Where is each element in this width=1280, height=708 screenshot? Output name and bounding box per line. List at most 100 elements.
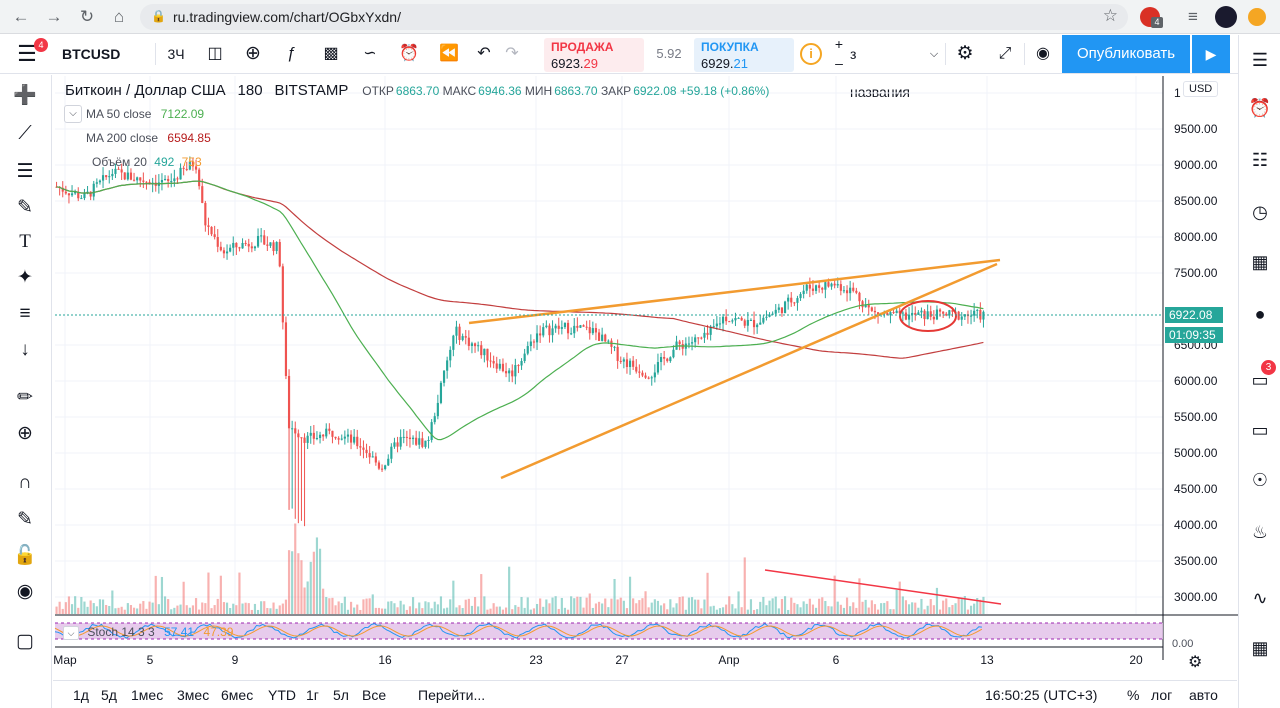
volume-legend[interactable]: Объём 20 492 753 bbox=[92, 155, 202, 169]
volume-bar bbox=[291, 551, 294, 614]
chevron-down-icon[interactable]: ⌵ bbox=[929, 48, 939, 60]
undo-icon[interactable]: ↶ bbox=[477, 45, 491, 62]
range-button[interactable]: YTD bbox=[268, 687, 296, 703]
percent-toggle[interactable]: % bbox=[1127, 687, 1140, 703]
redo-icon[interactable]: ↷ bbox=[505, 45, 519, 62]
auto-toggle[interactable]: авто bbox=[1189, 687, 1218, 703]
extension-orange-icon[interactable] bbox=[1248, 8, 1266, 26]
magnet-icon[interactable]: ∩ bbox=[18, 472, 32, 493]
unlock-icon[interactable]: 🔓 bbox=[13, 545, 37, 566]
volume-bar bbox=[439, 596, 443, 614]
interval-button[interactable]: 3Ч bbox=[167, 46, 185, 62]
arrow-down-icon[interactable]: ↓ bbox=[20, 339, 30, 360]
address-bar[interactable]: 🔒 ru.tradingview.com/chart/OGbxYxdn/ ☆ bbox=[140, 4, 1128, 30]
gear-icon[interactable]: ⚙ bbox=[956, 43, 974, 64]
volume-bar bbox=[461, 608, 464, 614]
ma50-legend[interactable]: MA 50 close 7122.09 bbox=[86, 107, 204, 121]
crosshair-icon[interactable]: ➕ bbox=[13, 85, 37, 106]
range-button[interactable]: 1д bbox=[73, 687, 89, 703]
currency-label[interactable]: USD bbox=[1183, 81, 1219, 97]
collapse-legend-button[interactable]: ⌵ bbox=[64, 105, 82, 123]
chat-icon[interactable]: ▭ bbox=[1251, 370, 1269, 390]
volume-bar bbox=[926, 605, 929, 614]
alert-icon[interactable]: ⏰ bbox=[399, 45, 419, 62]
candle-body bbox=[982, 311, 985, 320]
sell-button[interactable]: ПРОДАЖА 6923.29 bbox=[544, 38, 644, 72]
calendar-icon[interactable]: ▦ bbox=[1251, 252, 1269, 272]
range-button[interactable]: 5л bbox=[333, 687, 349, 703]
open-label: ОТКР bbox=[362, 84, 394, 98]
reading-list-icon[interactable]: ≡ bbox=[1188, 7, 1198, 26]
range-button[interactable]: 1г bbox=[306, 687, 319, 703]
messages-icon[interactable]: ▭ bbox=[1251, 420, 1269, 440]
stoch-collapse-icon[interactable]: ⌵ bbox=[63, 626, 79, 640]
compare-icon[interactable]: ∽ bbox=[363, 45, 377, 62]
function-icon[interactable]: ƒ bbox=[286, 45, 296, 62]
candle-body bbox=[461, 336, 464, 340]
trading-icon[interactable]: ∿ bbox=[1252, 588, 1268, 608]
volume-bar bbox=[396, 607, 399, 614]
publish-button[interactable]: Опубликовать bbox=[1062, 35, 1190, 73]
pitchfork-icon[interactable]: ☰ bbox=[16, 161, 34, 182]
zoom-out-icon[interactable]: – bbox=[835, 55, 843, 71]
stoch-legend[interactable]: ⌵ Stoch 14 3 3 57.41 47.39 bbox=[63, 625, 233, 640]
brush-icon[interactable]: ✎ bbox=[17, 197, 33, 218]
log-toggle[interactable]: лог bbox=[1151, 687, 1173, 703]
clock-icon[interactable]: ◷ bbox=[1252, 202, 1268, 222]
camera-icon[interactable]: ◉ bbox=[1036, 45, 1050, 62]
reload-icon[interactable]: ↻ bbox=[79, 7, 95, 26]
bell-icon[interactable]: ♨ bbox=[1251, 522, 1269, 542]
streams-icon[interactable]: ☉ bbox=[1251, 470, 1269, 490]
home-icon[interactable]: ⌂ bbox=[113, 7, 125, 26]
forward-icon[interactable]: → bbox=[45, 7, 63, 26]
menu-icon[interactable]: ☰ bbox=[17, 41, 37, 66]
range-button[interactable]: 6мес bbox=[221, 687, 254, 703]
candles-icon[interactable]: ◫ bbox=[207, 45, 223, 62]
zoom-in-icon[interactable]: + bbox=[834, 36, 844, 52]
symbol-search[interactable]: BTCUSD bbox=[62, 46, 121, 62]
volume-bar bbox=[222, 602, 226, 614]
ruler-icon[interactable]: ✏ bbox=[17, 387, 33, 408]
candle-body bbox=[855, 290, 858, 293]
volume-bar bbox=[957, 598, 960, 614]
zoom-icon[interactable]: ⊕ bbox=[17, 423, 33, 444]
goto-button[interactable]: Перейти... bbox=[418, 687, 486, 703]
templates-icon[interactable]: ▩ bbox=[323, 45, 339, 62]
trash-icon[interactable]: ▢ bbox=[16, 631, 34, 652]
buy-button[interactable]: ПОКУПКА 6929.21 bbox=[694, 38, 794, 72]
volume-bar bbox=[213, 605, 216, 614]
dom-icon[interactable]: ▦ bbox=[1251, 638, 1269, 658]
fullscreen-icon[interactable]: ⤢ bbox=[998, 45, 1012, 62]
range-button[interactable]: Все bbox=[362, 687, 387, 703]
candle-body bbox=[805, 284, 808, 291]
range-button[interactable]: 5д bbox=[101, 687, 117, 703]
candle-body bbox=[517, 365, 520, 367]
back-icon[interactable]: ← bbox=[12, 7, 30, 26]
alarm-clock-icon[interactable]: ⏰ bbox=[1248, 98, 1272, 118]
range-button[interactable]: 1мес bbox=[131, 687, 164, 703]
news-icon[interactable]: ☷ bbox=[1251, 150, 1269, 170]
volume-trend-line bbox=[764, 569, 1002, 605]
indicators-icon[interactable]: ⊕ bbox=[245, 43, 261, 64]
layout-name[interactable]: з названия bbox=[850, 46, 910, 100]
play-icon[interactable]: ▶ bbox=[1192, 35, 1230, 73]
candle-body bbox=[151, 182, 154, 185]
volume-value: 492 bbox=[154, 155, 175, 169]
replay-icon[interactable]: ⏪ bbox=[439, 45, 459, 62]
range-button[interactable]: 3мес bbox=[177, 687, 210, 703]
ma200-legend[interactable]: MA 200 close 6594.85 bbox=[86, 131, 211, 145]
watchlist-icon[interactable]: ☰ bbox=[1251, 50, 1269, 70]
pattern-icon[interactable]: ✦ bbox=[17, 267, 33, 288]
profile-avatar[interactable] bbox=[1215, 6, 1237, 28]
prediction-icon[interactable]: ≡ bbox=[19, 303, 31, 324]
clock-text[interactable]: 16:50:25 (UTC+3) bbox=[985, 687, 1098, 703]
trendline-icon[interactable]: ⟋ bbox=[18, 123, 32, 144]
eye-icon[interactable]: ◉ bbox=[16, 581, 34, 602]
text-tool-icon[interactable]: T bbox=[19, 231, 31, 252]
chart-settings-icon[interactable]: ⚙ bbox=[1188, 654, 1203, 671]
info-icon[interactable]: i bbox=[800, 43, 822, 65]
idea-icon[interactable]: ● bbox=[1254, 304, 1266, 324]
lock-drawing-icon[interactable]: ✎ bbox=[17, 509, 33, 530]
bookmark-star-icon[interactable]: ☆ bbox=[1102, 6, 1118, 25]
stoch-k-value: 57.41 bbox=[164, 625, 195, 639]
